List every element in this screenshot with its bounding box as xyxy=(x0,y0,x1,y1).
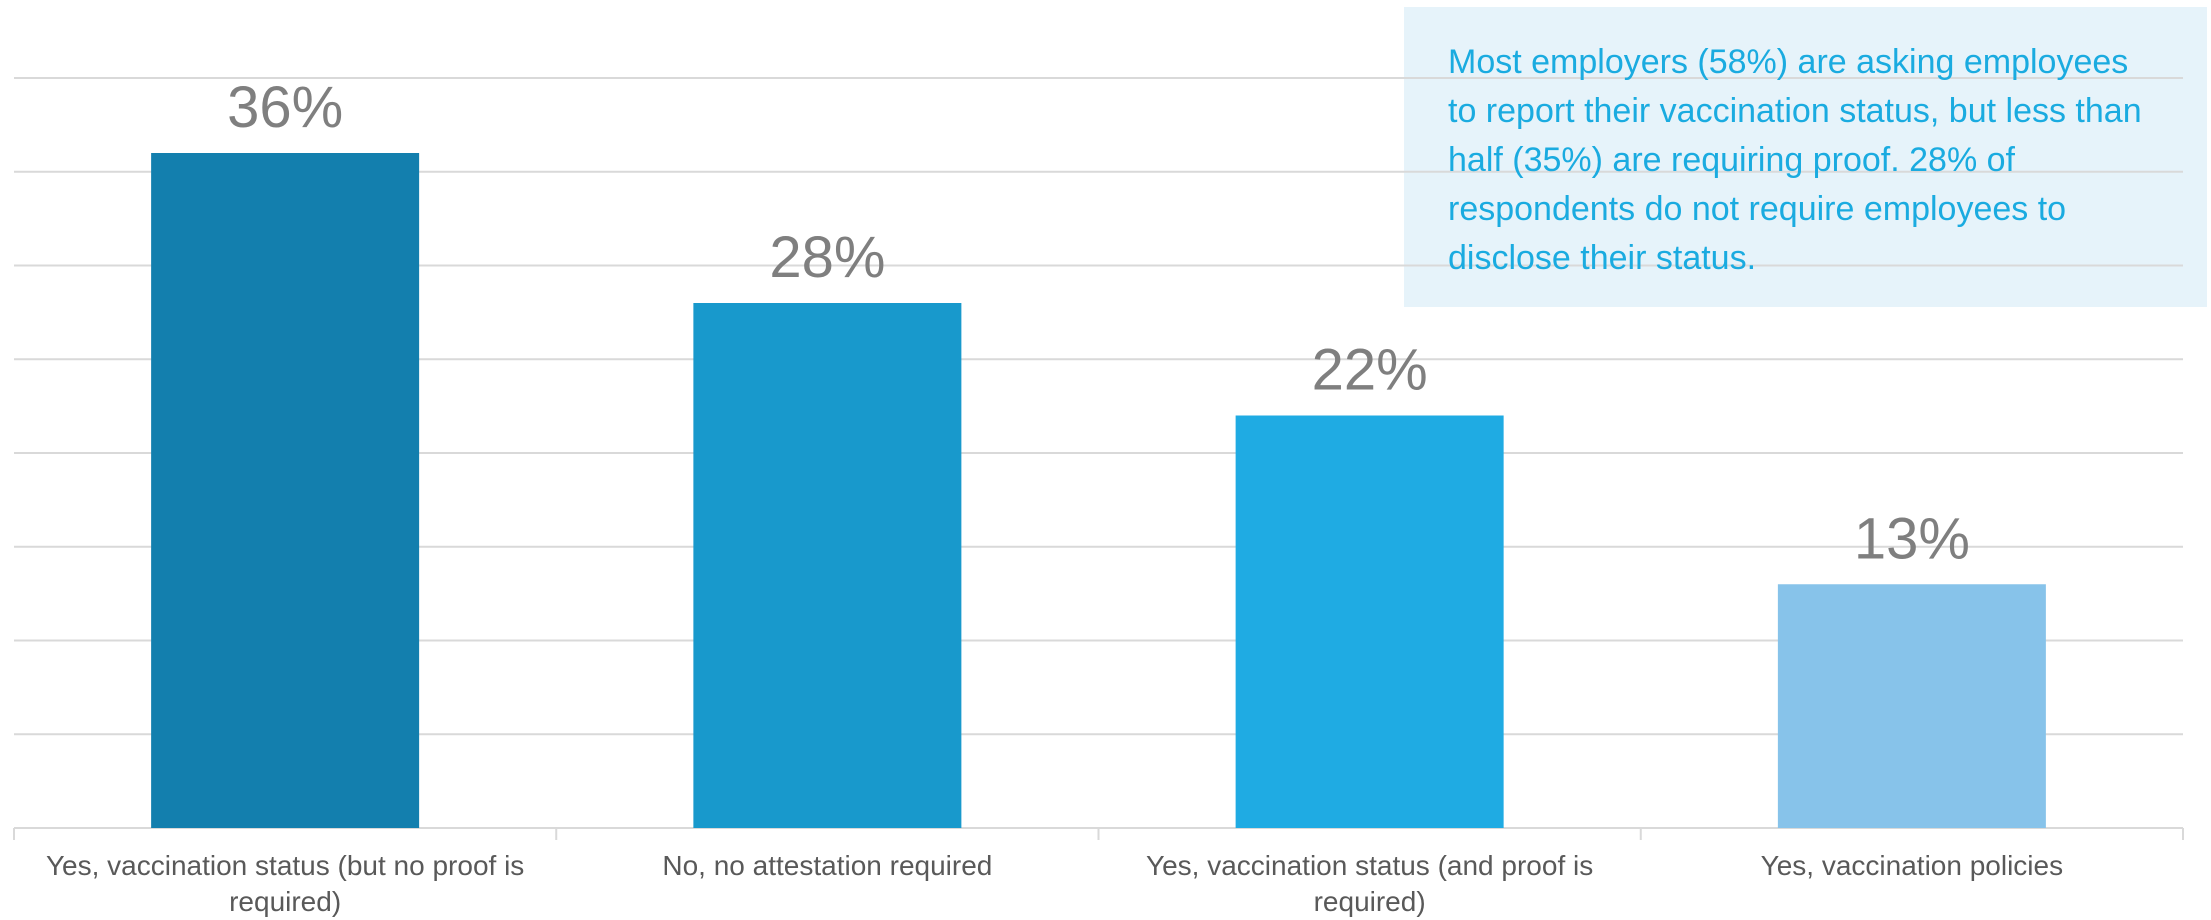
annotation-box xyxy=(1404,7,2207,307)
bar xyxy=(693,303,962,828)
bar xyxy=(151,153,420,828)
x-tick-label-box: Yes, vaccination status (but no proof is… xyxy=(45,850,525,917)
value-label: 22% xyxy=(1312,338,1428,403)
value-label: 28% xyxy=(769,225,885,290)
x-tick-label: Yes, vaccination policies xyxy=(1760,850,2064,881)
annotation-line: to report their vaccination status, but … xyxy=(1448,92,2142,130)
x-tick-label: No, no attestation required xyxy=(662,850,993,881)
x-tick-label-box: Yes, vaccination status (and proof is re… xyxy=(1146,850,1594,917)
value-label: 13% xyxy=(1854,506,1970,571)
bar xyxy=(1777,584,2046,828)
annotation-line: Most employers (58%) are asking employee… xyxy=(1448,43,2128,81)
annotation-line: disclose their status. xyxy=(1448,239,1756,277)
annotation-line: respondents do not require employees to xyxy=(1448,190,2066,228)
x-tick-label: Yes, vaccination status (and proof is re… xyxy=(1146,850,1594,917)
bar xyxy=(1235,415,1504,828)
x-tick-label: Yes, vaccination status (but no proof is… xyxy=(45,850,525,917)
value-label: 36% xyxy=(227,75,343,140)
x-tick-label-box: Yes, vaccination policies xyxy=(1760,850,2064,881)
annotation-line: half (35%) are requiring proof. 28% of xyxy=(1448,141,2016,179)
x-tick-label-box: No, no attestation required xyxy=(662,850,993,881)
